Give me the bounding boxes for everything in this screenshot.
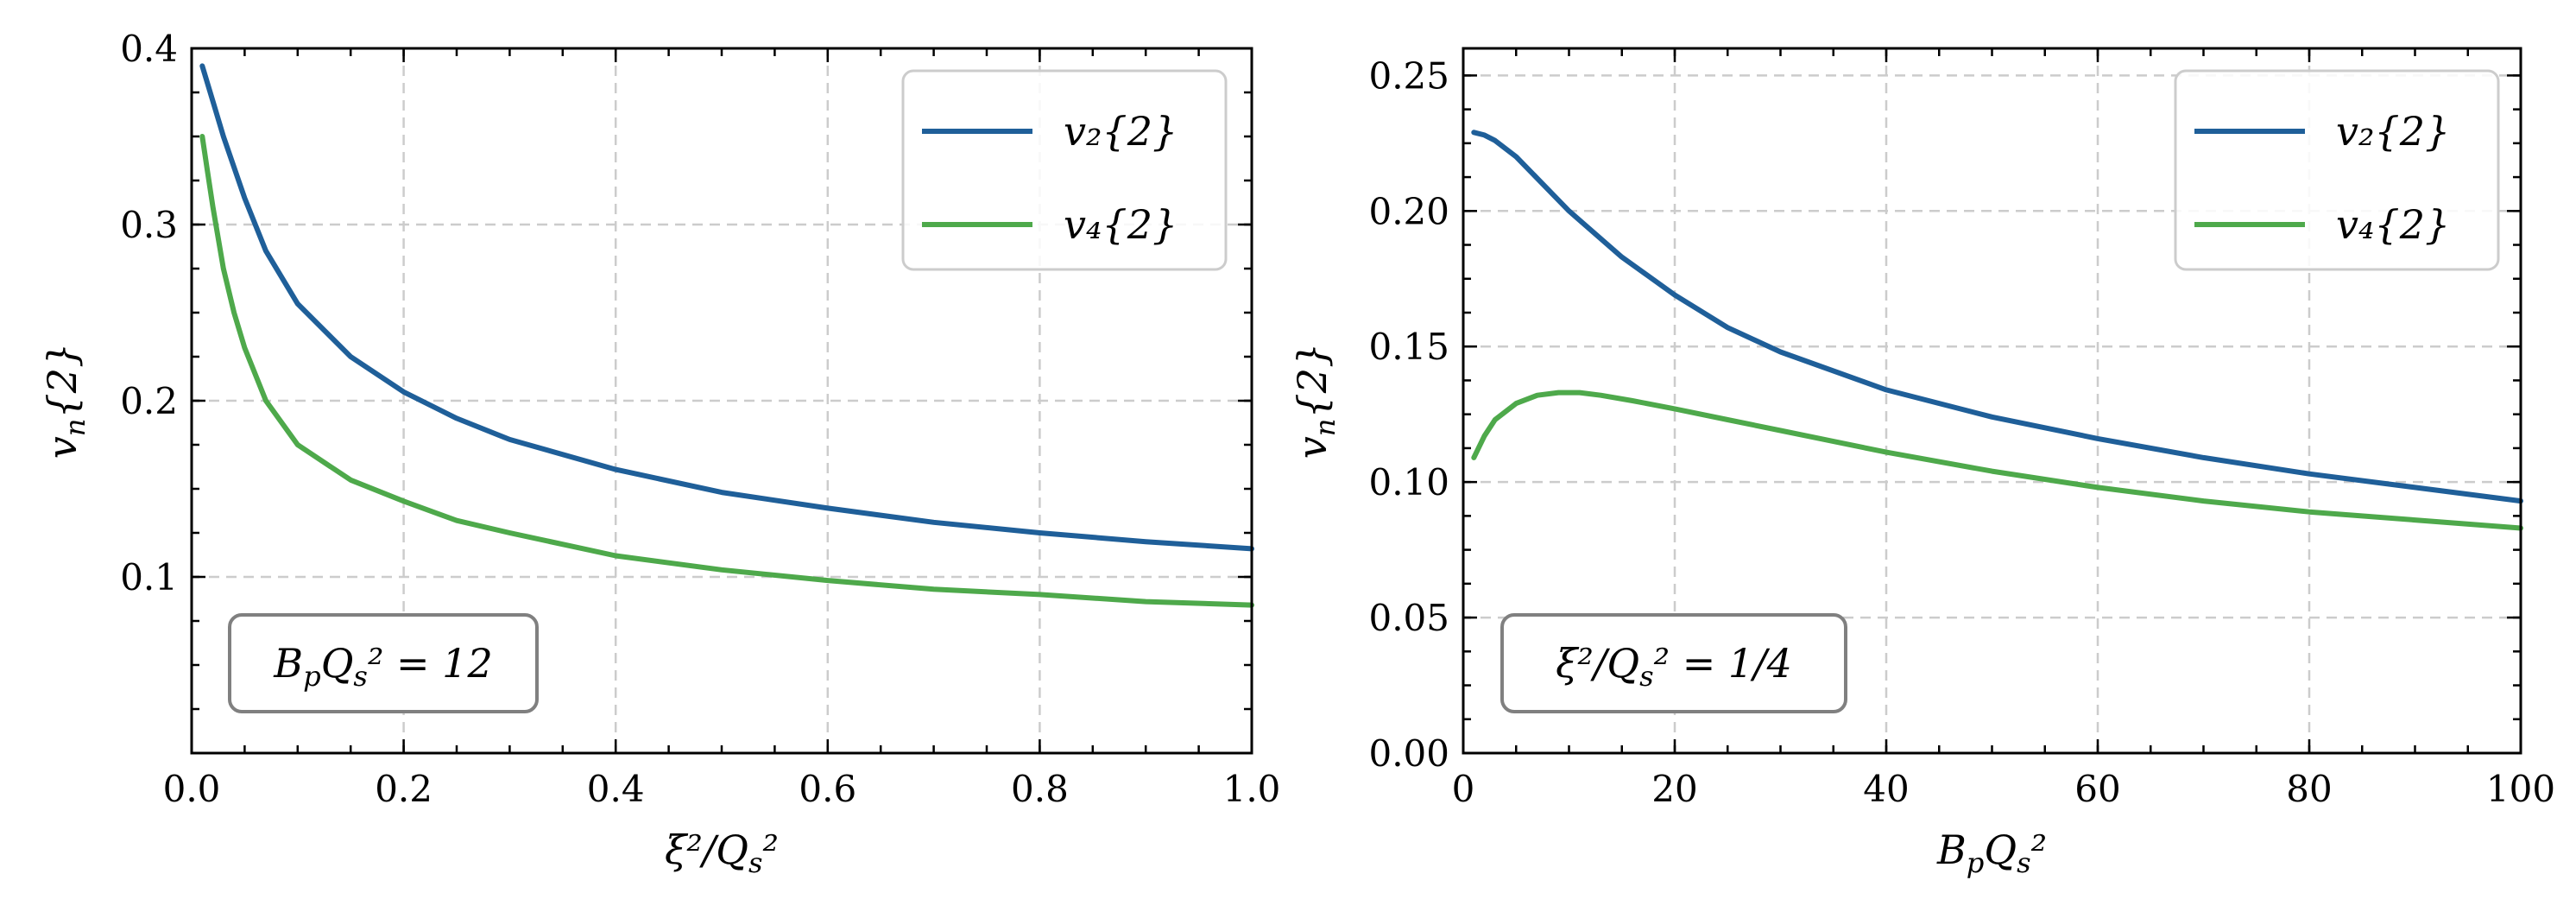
y-axis-label: vn{2} xyxy=(39,343,92,459)
y-tick-label: 0.00 xyxy=(1368,732,1449,775)
y-tick-label: 0.1 xyxy=(120,556,178,598)
legend-label-v2: v₂{2} xyxy=(1064,108,1178,155)
y-tick-label: 0.2 xyxy=(120,380,178,422)
legend: v₂{2} v₄{2} xyxy=(2174,69,2500,271)
annotation-label: BpQs² = 12 xyxy=(273,640,492,693)
legend-label-v4: v₄{2} xyxy=(1064,201,1178,248)
legend-label-v4: v₄{2} xyxy=(2336,201,2450,248)
x-tick-label: 80 xyxy=(2286,768,2332,810)
x-tick-label: 0 xyxy=(1452,768,1475,810)
chart-panel-2: 0 20 40 60 80 100 0.00 0.05 0.10 0.15 0.20 0.25 BpQs… xyxy=(1289,47,2555,879)
legend-box xyxy=(901,69,1228,271)
x-tick-label: 40 xyxy=(1863,768,1909,810)
y-tick-label: 0.15 xyxy=(1368,326,1449,368)
x-axis-label: BpQs² xyxy=(1936,826,2047,879)
legend: v₂{2} v₄{2} xyxy=(901,69,1228,271)
x-tick-label: 60 xyxy=(2074,768,2120,810)
y-tick-label: 0.25 xyxy=(1368,54,1449,97)
x-tick-label: 0.0 xyxy=(163,768,221,810)
annotation-box xyxy=(228,613,539,713)
annotation-box xyxy=(1500,613,1847,713)
x-tick-label: 0.6 xyxy=(799,768,856,810)
chart-panel-1: 0.0 0.2 0.4 0.6 0.8 1.0 0.1 0.2 0.3 0.4 ξ²/Qs² vn{2… xyxy=(39,28,1280,879)
x-tick-label: 0.4 xyxy=(587,768,645,810)
annotation-label: ξ²/Qs² = 1/4 xyxy=(1556,640,1792,693)
x-tick-label: 100 xyxy=(2486,768,2555,810)
series-line-v4 xyxy=(1471,390,2523,531)
y-tick-label: 0.3 xyxy=(120,204,178,246)
x-axis-label: ξ²/Qs² xyxy=(665,826,779,879)
x-tick-label: 20 xyxy=(1651,768,1697,810)
annotation: BpQs² = 12 xyxy=(228,613,539,713)
y-tick-label: 0.4 xyxy=(120,28,178,70)
x-tick-label: 0.8 xyxy=(1011,768,1069,810)
annotation: ξ²/Qs² = 1/4 xyxy=(1500,613,1847,713)
y-axis-label: vn{2} xyxy=(1289,343,1342,459)
legend-label-v2: v₂{2} xyxy=(2336,108,2450,155)
series-line-v2 xyxy=(199,63,1254,552)
y-tick-label: 0.05 xyxy=(1368,597,1449,639)
x-tick-label: 1.0 xyxy=(1223,768,1281,810)
legend-box xyxy=(2174,69,2500,271)
series-line-v4 xyxy=(199,134,1254,608)
x-tick-label: 0.2 xyxy=(375,768,432,810)
y-tick-label: 0.20 xyxy=(1368,190,1449,232)
y-tick-label: 0.10 xyxy=(1368,461,1449,504)
series-line-v2 xyxy=(1471,130,2523,504)
